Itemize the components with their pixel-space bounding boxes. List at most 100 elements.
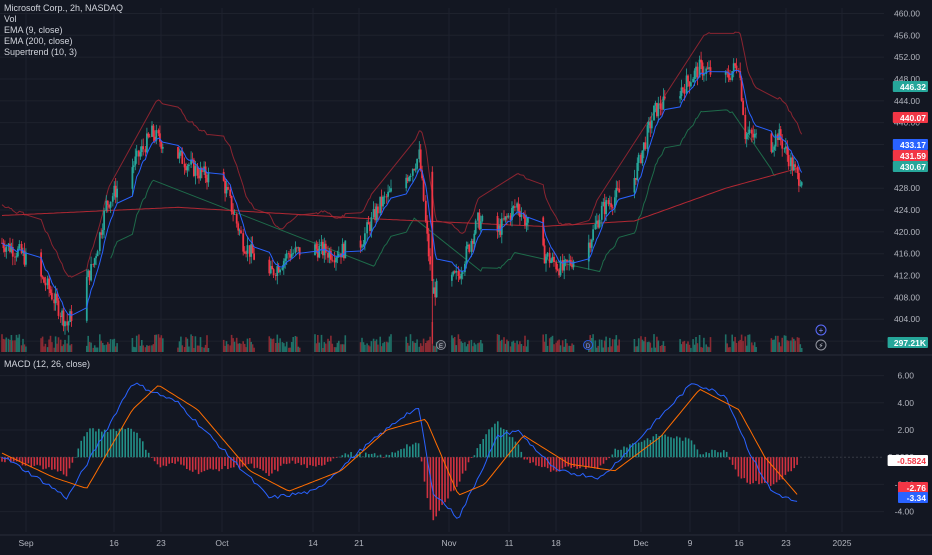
volume-bar — [405, 336, 407, 352]
volume-bar — [467, 344, 469, 352]
legend-ema-fast[interactable]: EMA (9, close) — [4, 25, 63, 35]
candle-body — [297, 247, 300, 249]
candle-body — [527, 217, 529, 223]
macd-histogram-bar — [45, 457, 47, 469]
macd-histogram-bar — [150, 457, 153, 458]
macd-histogram-bar — [338, 456, 341, 458]
macd-histogram-bar — [332, 457, 335, 459]
legend-macd[interactable]: MACD (12, 26, close) — [4, 359, 91, 369]
volume-bar — [465, 346, 468, 352]
candle-body — [22, 250, 24, 253]
macd-histogram-bar — [121, 427, 124, 458]
macd-histogram-bar — [92, 428, 94, 458]
candle-body — [362, 244, 365, 247]
macd-histogram-bar — [690, 440, 693, 458]
volume-bar — [279, 338, 281, 352]
candle-body — [548, 252, 551, 263]
candle-body — [799, 185, 802, 187]
legend-supertrend[interactable]: Supertrend (10, 3) — [4, 47, 78, 57]
price-tag-value: 430.67 — [900, 162, 926, 172]
volume-bar — [23, 344, 26, 352]
candle-body — [607, 200, 610, 205]
dividend-icon — [583, 340, 593, 350]
candle-body — [186, 166, 189, 171]
volume-bar — [564, 339, 567, 352]
candle-body — [465, 246, 468, 264]
legend-vol[interactable]: Vol — [4, 14, 17, 24]
candle-body — [64, 321, 66, 327]
candle-body — [206, 178, 208, 183]
legend-ema-slow[interactable]: EMA (200, close) — [4, 36, 73, 46]
candle-body — [409, 175, 412, 177]
candle-body — [93, 258, 96, 265]
macd-histogram-bar — [262, 457, 264, 471]
candle-body — [95, 256, 97, 259]
candle-body — [271, 266, 274, 270]
candle-body — [592, 229, 594, 240]
volume-bar — [66, 343, 68, 352]
volume-bar — [787, 340, 790, 352]
candle-body — [427, 233, 430, 257]
volume-bar — [57, 337, 60, 352]
macd-histogram-bar — [177, 457, 179, 462]
candle-body — [587, 242, 590, 262]
macd-histogram-bar — [365, 452, 367, 458]
date-label: 2025 — [833, 538, 852, 548]
volume-bar — [146, 345, 148, 352]
candle-body — [383, 196, 386, 198]
volume-bar — [48, 339, 50, 352]
volume-bar — [610, 346, 612, 352]
volume-bar — [154, 334, 156, 352]
volume-bar — [242, 341, 244, 352]
candle-body — [478, 212, 481, 230]
volume-bar — [478, 342, 481, 352]
candle-body — [683, 89, 686, 94]
candle-body — [229, 189, 232, 196]
macd-histogram-bar — [39, 457, 41, 466]
candle-body — [481, 216, 484, 222]
candle-body — [779, 129, 782, 141]
macd-histogram-bar — [723, 450, 725, 458]
candle-body — [603, 202, 606, 215]
symbol-title[interactable]: Microsoft Corp., 2h, NASDAQ — [4, 3, 124, 13]
candle-body — [745, 133, 748, 139]
volume-bar — [709, 337, 712, 352]
volume-bar — [703, 337, 705, 352]
candle-body — [248, 245, 251, 257]
volume-bar — [793, 338, 795, 352]
candle-body — [227, 187, 229, 190]
candle-body — [240, 230, 242, 234]
macd-histogram-bar — [15, 457, 18, 462]
candle-body — [737, 71, 740, 72]
candle-body — [646, 125, 649, 149]
volume-bar — [364, 344, 366, 352]
candle-body — [388, 191, 391, 193]
macd-histogram-bar — [579, 457, 581, 469]
volume-bar — [421, 345, 423, 352]
candle-body — [520, 214, 523, 217]
candle-body — [344, 240, 347, 259]
candle-body — [418, 149, 421, 159]
price-tick-label: 420.00 — [894, 227, 920, 237]
volume-bar — [425, 343, 427, 352]
candle-body — [661, 108, 663, 110]
candle-body — [196, 166, 199, 176]
candle-body — [688, 81, 691, 87]
volume-bar — [636, 346, 639, 352]
volume-bar — [464, 342, 466, 352]
volume-bar — [698, 335, 701, 352]
candle-body — [748, 129, 751, 134]
volume-bar — [798, 337, 800, 352]
volume-bar — [203, 347, 205, 352]
macd-legend: MACD (12, 26, close) — [4, 359, 90, 370]
candle-body — [131, 167, 134, 189]
candle-body — [479, 221, 482, 230]
volume-bar — [551, 335, 554, 352]
candle-body — [708, 67, 710, 69]
candle-body — [553, 256, 555, 262]
volume-bar — [147, 345, 150, 352]
candle-body — [690, 82, 692, 87]
candle-body — [611, 206, 614, 208]
